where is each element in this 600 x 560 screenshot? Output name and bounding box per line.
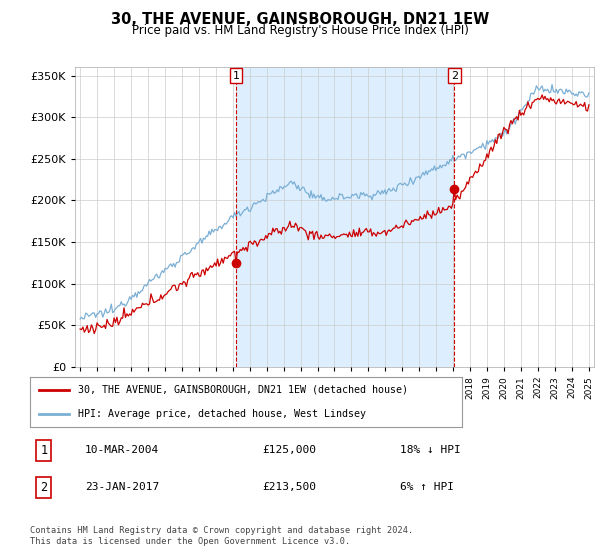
Text: 18% ↓ HPI: 18% ↓ HPI (400, 445, 461, 455)
Text: 1: 1 (40, 444, 47, 457)
Text: 2: 2 (451, 71, 458, 81)
Text: 23-JAN-2017: 23-JAN-2017 (85, 482, 160, 492)
Text: 30, THE AVENUE, GAINSBOROUGH, DN21 1EW: 30, THE AVENUE, GAINSBOROUGH, DN21 1EW (111, 12, 489, 27)
Text: 30, THE AVENUE, GAINSBOROUGH, DN21 1EW (detached house): 30, THE AVENUE, GAINSBOROUGH, DN21 1EW (… (77, 385, 407, 395)
Text: £213,500: £213,500 (262, 482, 316, 492)
Text: 10-MAR-2004: 10-MAR-2004 (85, 445, 160, 455)
Text: 6% ↑ HPI: 6% ↑ HPI (400, 482, 454, 492)
Text: Price paid vs. HM Land Registry's House Price Index (HPI): Price paid vs. HM Land Registry's House … (131, 24, 469, 37)
Text: 1: 1 (232, 71, 239, 81)
Text: 2: 2 (40, 480, 47, 494)
Text: Contains HM Land Registry data © Crown copyright and database right 2024.
This d: Contains HM Land Registry data © Crown c… (30, 526, 413, 546)
Bar (236, 67, 454, 367)
Text: £125,000: £125,000 (262, 445, 316, 455)
Text: HPI: Average price, detached house, West Lindsey: HPI: Average price, detached house, West… (77, 409, 365, 419)
